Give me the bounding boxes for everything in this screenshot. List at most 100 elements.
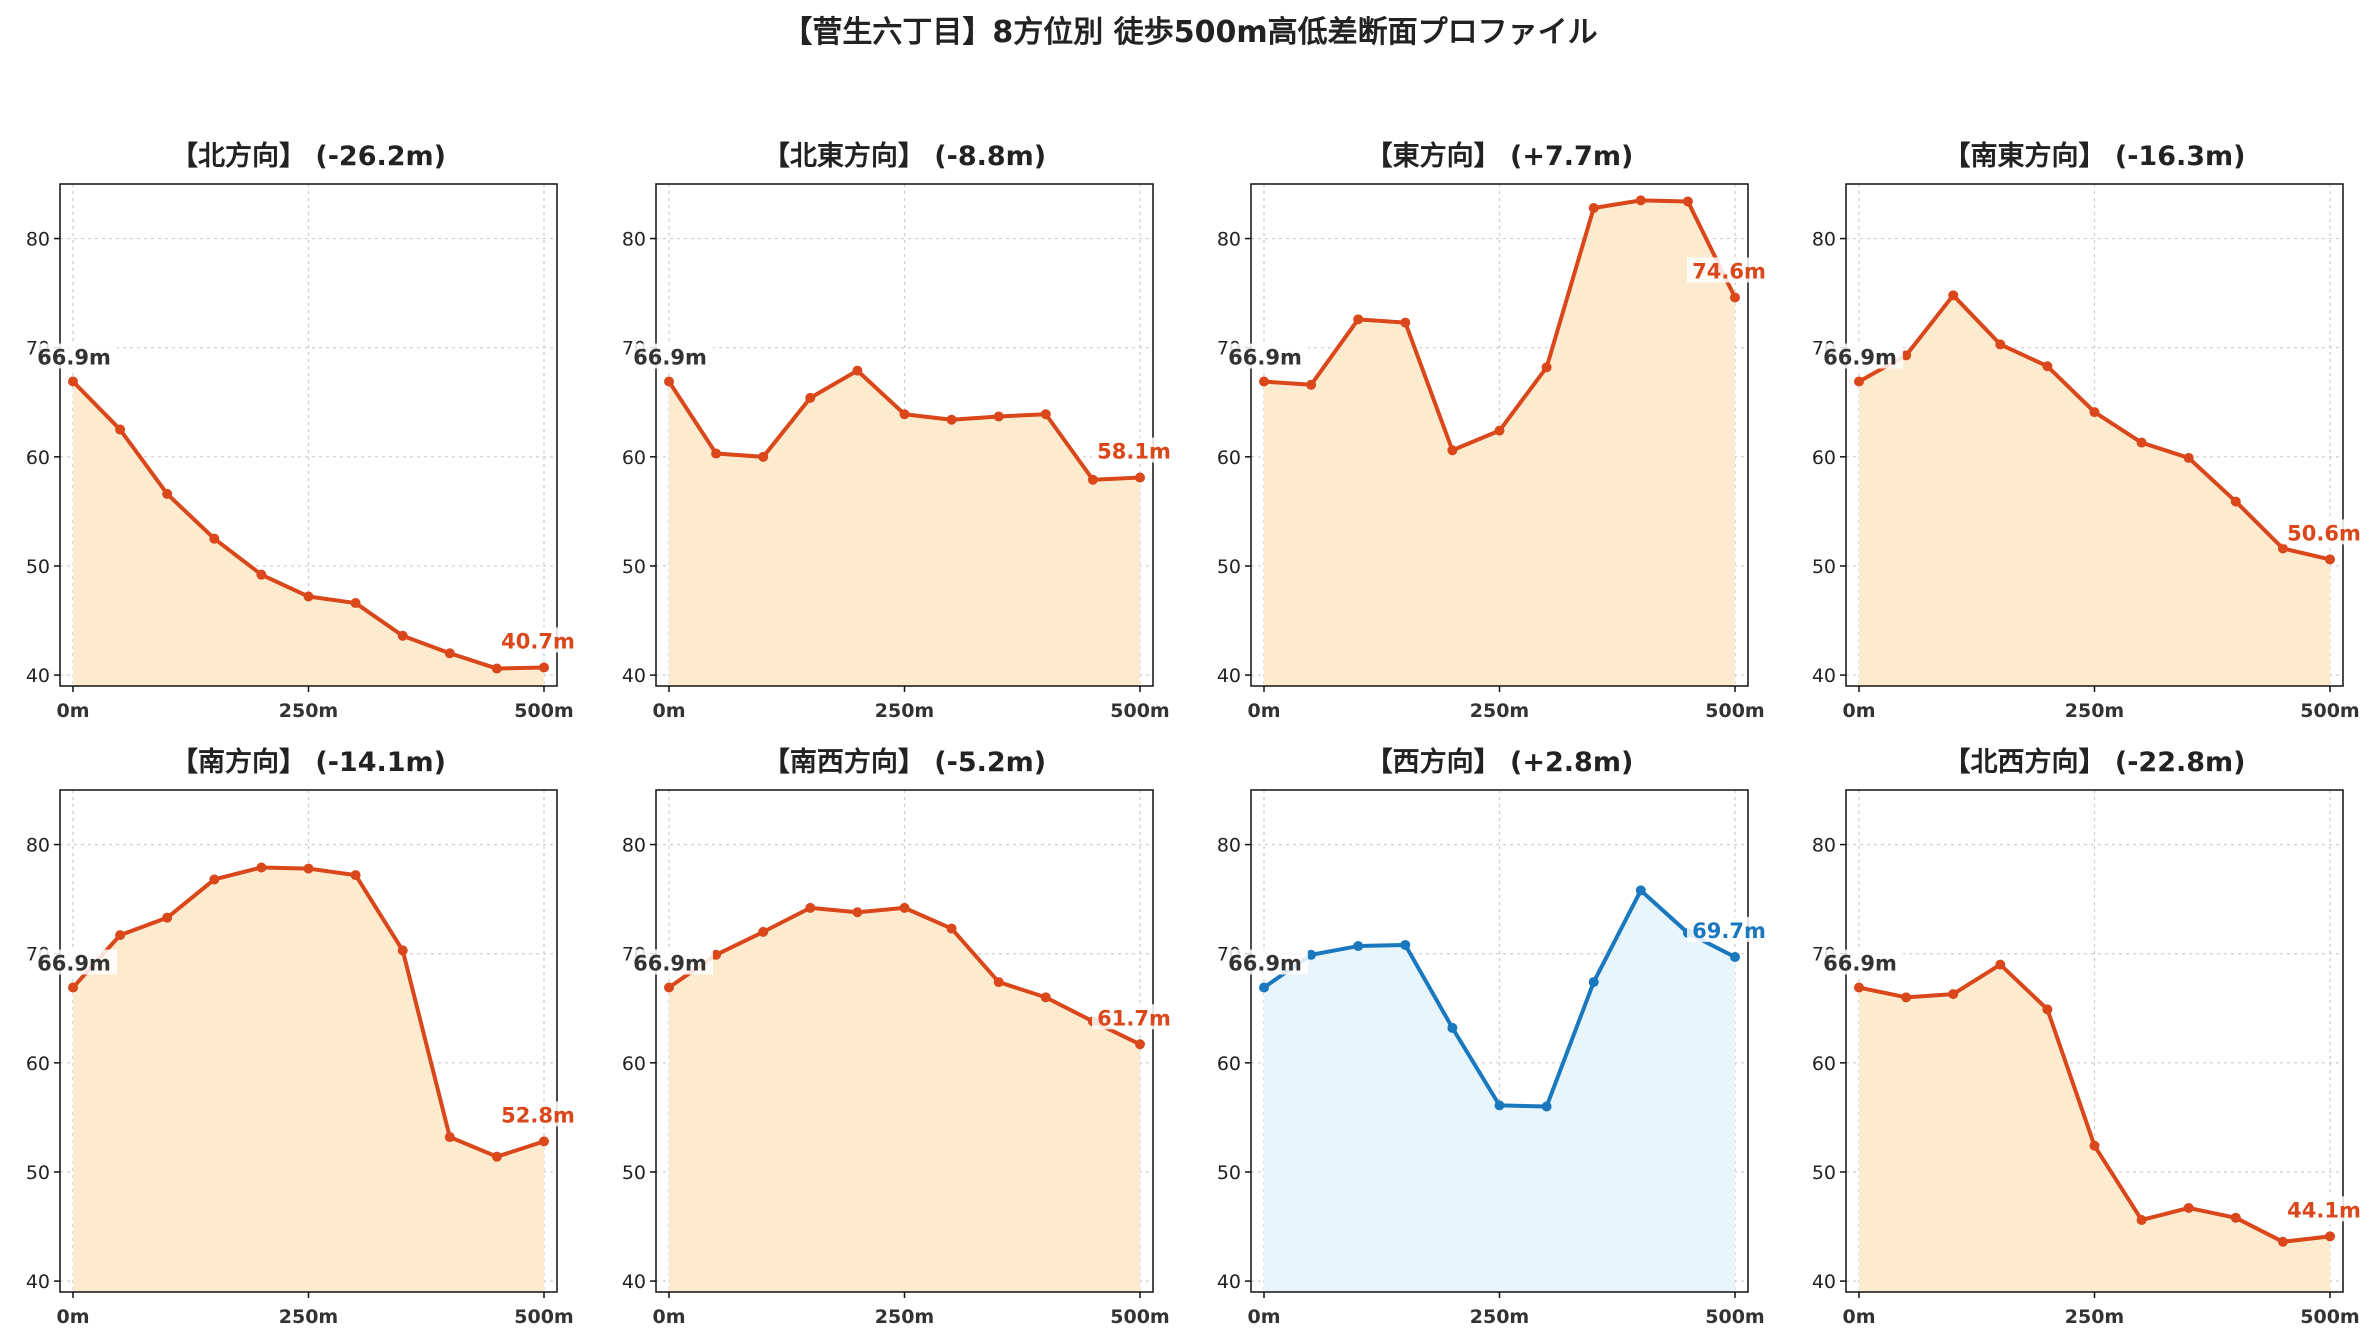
y-tick-label: 60 (26, 1053, 50, 1075)
data-point (491, 1151, 502, 1162)
x-tick-label: 500m (2300, 700, 2359, 722)
start-elevation-label: 66.9m (37, 952, 111, 976)
start-label-bg (1226, 949, 1308, 975)
data-point (1854, 376, 1864, 387)
data-point (444, 648, 455, 659)
data-point (2183, 452, 2194, 463)
x-tick-label: 0m (652, 700, 685, 722)
data-point (1995, 339, 2006, 350)
elevation-area (669, 370, 1140, 686)
y-tick-label: 50 (1812, 556, 1836, 578)
data-point (1494, 1100, 1505, 1111)
data-point (711, 949, 722, 960)
start-label-bg (35, 949, 117, 975)
data-point (1400, 939, 1411, 950)
end-label-bg (2282, 1196, 2364, 1222)
profile-panel-7: 【西方向】 (+2.8m)40506070800m250m500m66.9m69… (1217, 746, 1769, 1328)
data-point (209, 533, 220, 544)
data-point (256, 569, 267, 580)
start-elevation-label: 66.9m (37, 346, 111, 370)
start-elevation-label: 66.9m (1823, 952, 1897, 976)
data-point (1635, 885, 1646, 896)
y-tick-label: 50 (1217, 1162, 1241, 1184)
x-tick-label: 250m (1470, 1306, 1529, 1328)
profile-panel-8: 【北西方向】 (-22.8m)40506070800m250m500m66.9m… (1812, 746, 2364, 1328)
end-elevation-label: 44.1m (2287, 1198, 2361, 1222)
y-tick-label: 40 (26, 1271, 50, 1293)
data-point (1135, 1039, 1145, 1050)
end-label-bg (1687, 257, 1769, 283)
y-tick-label: 60 (1812, 1053, 1836, 1075)
x-tick-label: 250m (875, 700, 934, 722)
x-tick-label: 500m (1705, 1306, 1764, 1328)
y-tick-label: 80 (1812, 229, 1836, 251)
data-point (852, 907, 863, 918)
profile-panel-4: 【南東方向】 (-16.3m)40506070800m250m500m66.9m… (1812, 140, 2364, 722)
y-tick-label: 40 (622, 665, 646, 687)
y-tick-label: 40 (622, 1271, 646, 1293)
data-point (1588, 203, 1599, 214)
profile-panel-2: 【北東方向】 (-8.8m)40506070800m250m500m66.9m5… (622, 140, 1174, 722)
y-tick-label: 50 (26, 1162, 50, 1184)
x-tick-label: 250m (2065, 1306, 2124, 1328)
data-point (162, 912, 173, 923)
start-label-bg (1821, 343, 1903, 369)
data-point (209, 874, 220, 885)
data-point (397, 630, 408, 641)
x-tick-label: 500m (514, 700, 573, 722)
x-tick-label: 500m (2300, 1306, 2359, 1328)
start-elevation-label: 66.9m (1228, 952, 1302, 976)
y-tick-label: 60 (622, 1053, 646, 1075)
end-label-bg (1092, 1004, 1174, 1030)
data-point (2042, 361, 2053, 372)
panel-title: 【南西方向】 (-5.2m) (763, 746, 1046, 778)
x-tick-label: 500m (1110, 1306, 1169, 1328)
data-point (2136, 1214, 2147, 1225)
data-point (805, 392, 816, 403)
profile-panel-6: 【南西方向】 (-5.2m)40506070800m250m500m66.9m6… (622, 746, 1174, 1328)
data-point (1135, 472, 1145, 483)
data-point (664, 982, 674, 993)
profile-panel-1: 【北方向】 (-26.2m)40506070800m250m500m66.9m4… (26, 140, 578, 722)
x-tick-label: 0m (652, 1306, 685, 1328)
start-label-bg (631, 343, 713, 369)
y-tick-label: 60 (1812, 447, 1836, 469)
end-elevation-label: 40.7m (501, 629, 575, 653)
data-point (1854, 982, 1864, 993)
x-tick-label: 250m (279, 700, 338, 722)
data-point (2277, 543, 2288, 554)
data-point (1948, 989, 1959, 1000)
start-elevation-label: 66.9m (633, 346, 707, 370)
data-point (805, 902, 816, 913)
x-tick-label: 250m (875, 1306, 934, 1328)
end-elevation-label: 69.7m (1692, 919, 1766, 943)
data-point (1400, 317, 1411, 328)
data-point (1730, 951, 1740, 962)
start-label-bg (631, 949, 713, 975)
y-tick-label: 80 (1217, 229, 1241, 251)
data-point (1087, 474, 1098, 485)
elevation-area (669, 907, 1140, 1292)
data-point (899, 409, 910, 420)
data-point (993, 411, 1004, 422)
y-tick-label: 40 (1217, 665, 1241, 687)
data-point (115, 930, 126, 941)
data-point (758, 926, 769, 937)
data-point (491, 663, 502, 674)
data-point (1901, 350, 1912, 361)
data-point (1948, 290, 1959, 301)
y-tick-label: 50 (622, 556, 646, 578)
data-point (1306, 379, 1317, 390)
end-elevation-label: 61.7m (1097, 1006, 1171, 1030)
y-tick-label: 80 (1812, 835, 1836, 857)
y-tick-label: 40 (1217, 1271, 1241, 1293)
start-label-bg (35, 343, 117, 369)
x-tick-label: 0m (1842, 700, 1875, 722)
x-tick-label: 250m (2065, 700, 2124, 722)
data-point (303, 863, 314, 874)
data-point (2325, 1231, 2335, 1242)
panel-title: 【東方向】 (+7.7m) (1366, 140, 1634, 172)
data-point (350, 598, 361, 609)
data-point (115, 424, 126, 435)
start-label-bg (1821, 949, 1903, 975)
